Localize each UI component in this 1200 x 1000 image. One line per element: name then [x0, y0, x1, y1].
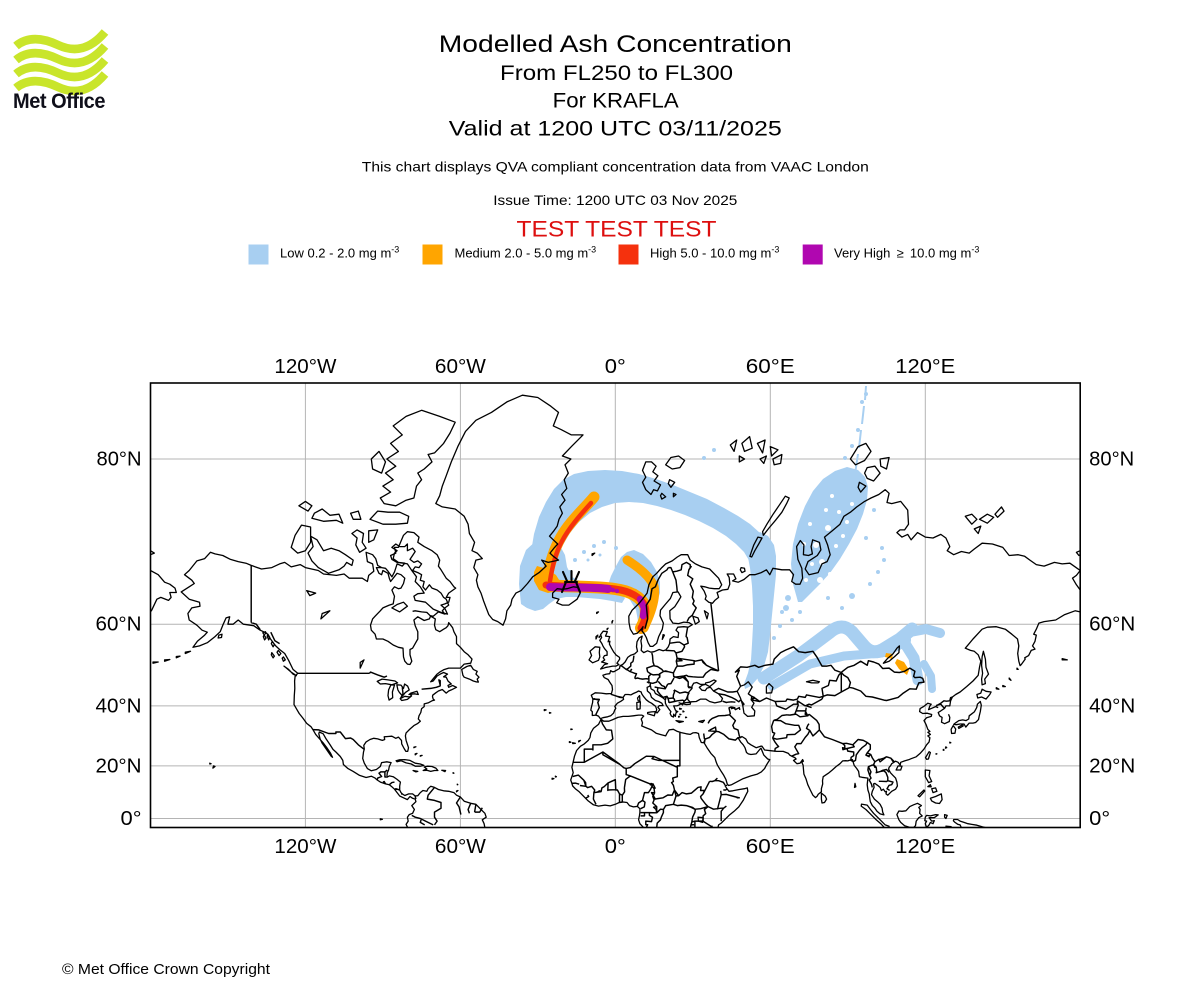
svg-text:0°: 0° — [605, 836, 626, 858]
svg-text:80°N: 80°N — [97, 449, 142, 471]
svg-text:© Met Office Crown Copyright: © Met Office Crown Copyright — [62, 962, 270, 978]
svg-text:60°E: 60°E — [746, 836, 795, 858]
svg-text:0°: 0° — [121, 808, 142, 830]
svg-text:0°: 0° — [605, 356, 626, 378]
svg-text:60°N: 60°N — [1089, 614, 1135, 636]
svg-text:60°W: 60°W — [435, 836, 486, 858]
svg-text:High 5.0 - 10.0 mg m-3: High 5.0 - 10.0 mg m-3 — [650, 245, 779, 261]
svg-text:20°N: 20°N — [96, 755, 142, 777]
svg-text:120°W: 120°W — [274, 356, 336, 378]
svg-text:60°W: 60°W — [435, 356, 486, 378]
svg-text:Issue Time: 1200 UTC 03 Nov 20: Issue Time: 1200 UTC 03 Nov 2025 — [493, 192, 737, 208]
svg-text:60°E: 60°E — [746, 356, 795, 378]
svg-text:120°W: 120°W — [274, 836, 336, 858]
svg-text:This chart displays QVA compli: This chart displays QVA compliant concen… — [362, 159, 869, 175]
svg-text:Modelled Ash Concentration: Modelled Ash Concentration — [439, 31, 792, 58]
svg-text:Met Office: Met Office — [13, 89, 105, 113]
svg-text:Medium 2.0 - 5.0 mg m-3: Medium 2.0 - 5.0 mg m-3 — [455, 245, 597, 261]
svg-text:Very High ≥ 10.0 mg m-3: Very High ≥ 10.0 mg m-3 — [834, 245, 979, 261]
svg-text:40°N: 40°N — [96, 695, 142, 717]
svg-text:40°N: 40°N — [1089, 695, 1135, 717]
svg-text:60°N: 60°N — [96, 614, 142, 636]
svg-text:Low 0.2 - 2.0 mg m-3: Low 0.2 - 2.0 mg m-3 — [280, 245, 399, 261]
svg-text:For KRAFLA: For KRAFLA — [553, 89, 680, 113]
svg-text:80°N: 80°N — [1089, 449, 1134, 471]
svg-text:Valid at 1200 UTC 03/11/2025: Valid at 1200 UTC 03/11/2025 — [449, 117, 782, 141]
svg-text:120°E: 120°E — [895, 356, 955, 378]
svg-text:0°: 0° — [1089, 808, 1110, 830]
svg-text:From FL250 to FL300: From FL250 to FL300 — [500, 61, 733, 85]
svg-text:20°N: 20°N — [1089, 755, 1135, 777]
svg-text:120°E: 120°E — [895, 836, 955, 858]
svg-text:TEST TEST TEST: TEST TEST TEST — [517, 217, 717, 242]
